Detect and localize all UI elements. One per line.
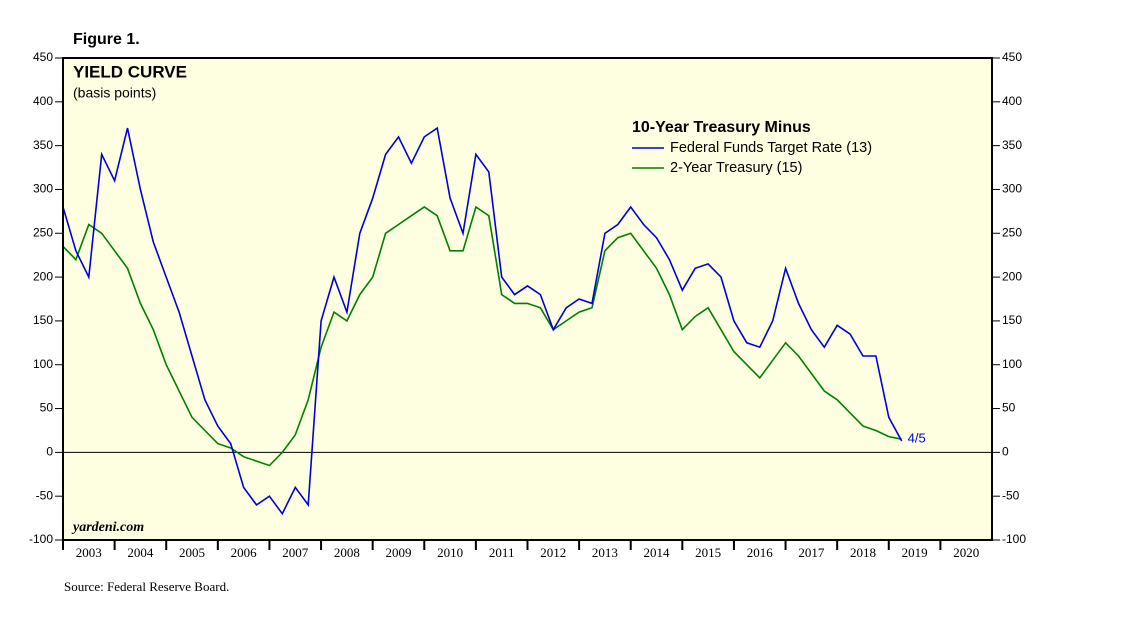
x-tick-label: 2015 [695, 545, 721, 560]
y2-tick-label: 400 [1002, 94, 1022, 108]
series-line [62, 126, 903, 516]
x-tick-label: 2008 [334, 545, 360, 560]
watermark: yardeni.com [71, 520, 144, 535]
legend-title: 10-Year Treasury Minus [632, 119, 811, 136]
x-tick-label: 2009 [385, 545, 411, 560]
x-tick-label: 2016 [747, 545, 774, 560]
y2-tick-label: -50 [1002, 488, 1020, 502]
y-tick-label: 450 [33, 50, 53, 64]
y-tick-label: 150 [33, 313, 53, 327]
x-tick-label: 2005 [179, 545, 205, 560]
y2-tick-label: -100 [1002, 532, 1026, 546]
x-tick-label: 2007 [282, 545, 309, 560]
y-tick-label: 0 [46, 445, 53, 459]
y-tick-label: 400 [33, 94, 53, 108]
y-tick-label: 100 [33, 357, 53, 371]
y-tick-label: 350 [33, 138, 53, 152]
x-tick-label: 2010 [437, 545, 463, 560]
y-tick-label: 300 [33, 182, 53, 196]
y2-tick-label: 350 [1002, 138, 1022, 152]
annotation: 4/5 [908, 430, 926, 445]
source: Source: Federal Reserve Board. [64, 579, 229, 594]
y-tick-label: 50 [40, 401, 54, 415]
x-tick-label: 2012 [540, 545, 566, 560]
x-tick-label: 2006 [231, 545, 258, 560]
y2-tick-label: 100 [1002, 357, 1022, 371]
x-tick-label: 2014 [644, 545, 671, 560]
y-tick-label: 200 [33, 269, 53, 283]
y-tick-label: 250 [33, 225, 53, 239]
y2-tick-label: 250 [1002, 225, 1022, 239]
plot-border [62, 57, 993, 541]
series-line [62, 205, 902, 467]
y-tick-label: -50 [36, 488, 54, 502]
y2-tick-label: 200 [1002, 269, 1022, 283]
x-tick-label: 2020 [953, 545, 979, 560]
y2-tick-label: 0 [1002, 445, 1009, 459]
x-tick-label: 2013 [592, 545, 618, 560]
y2-tick-label: 150 [1002, 313, 1022, 327]
chart-title: YIELD CURVE [73, 62, 187, 81]
x-tick-label: 2004 [127, 545, 154, 560]
x-tick-label: 2018 [850, 545, 876, 560]
y2-tick-label: 450 [1002, 50, 1022, 64]
chart-subtitle: (basis points) [73, 85, 156, 101]
y2-tick-label: 50 [1002, 401, 1016, 415]
plot-background [63, 58, 992, 540]
figure-label: Figure 1. [73, 31, 140, 48]
y2-tick-label: 300 [1002, 182, 1022, 196]
x-tick-label: 2003 [76, 545, 102, 560]
legend-label: 2-Year Treasury (15) [670, 160, 802, 176]
x-tick-label: 2011 [489, 545, 515, 560]
x-tick-label: 2019 [902, 545, 928, 560]
y-tick-label: -100 [29, 532, 53, 546]
legend-label: Federal Funds Target Rate (13) [670, 140, 872, 156]
x-tick-label: 2017 [798, 545, 825, 560]
